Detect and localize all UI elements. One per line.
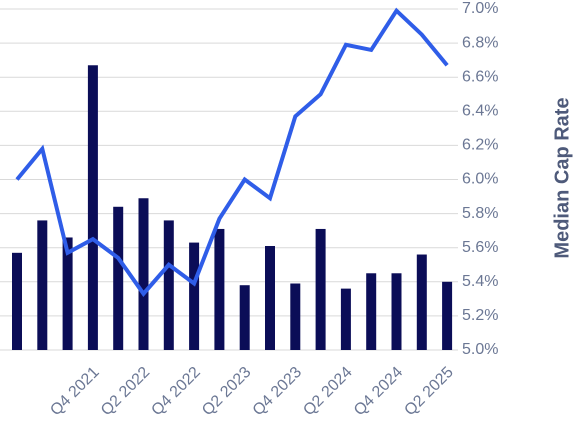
x-tick-label: Q2 2025: [401, 364, 457, 420]
bar: [12, 252, 22, 350]
y-tick-label: 6.8%: [462, 34, 498, 51]
bar: [214, 228, 225, 350]
bar: [37, 220, 48, 350]
bar: [391, 273, 402, 350]
y-tick-label: 5.6%: [462, 239, 498, 256]
bar: [290, 283, 301, 350]
bar: [62, 237, 73, 350]
bar: [87, 65, 98, 350]
y-tick-label: 5.8%: [462, 205, 498, 222]
bar: [189, 242, 200, 350]
x-tick-label: Q4 2022: [148, 364, 204, 420]
y-tick-label: 6.4%: [462, 103, 498, 120]
y-tick-label: 7.0%: [462, 0, 498, 17]
bar: [265, 245, 275, 350]
bar: [416, 254, 427, 350]
y-tick-label: 6.6%: [462, 68, 498, 85]
y-tick-label: 5.0%: [462, 341, 498, 358]
bar: [163, 220, 174, 350]
x-tick-label: Q4 2023: [250, 364, 306, 420]
bar: [315, 228, 326, 350]
x-tick-label: Q4 2024: [351, 364, 407, 420]
y-tick-label: 6.2%: [462, 137, 498, 154]
bar: [138, 198, 149, 350]
x-tick-label: Q2 2022: [98, 364, 154, 420]
y-tick-label: 5.4%: [462, 273, 498, 290]
bar: [442, 281, 453, 350]
bar: [113, 206, 124, 350]
y-tick-label: 5.2%: [462, 307, 498, 324]
line: [15, 7, 449, 297]
y-axis-label: Median Cap Rate: [551, 97, 573, 258]
bar: [340, 288, 351, 350]
x-tick-label: Q2 2023: [199, 364, 255, 420]
y-tick-label: 6.0%: [462, 171, 498, 188]
x-tick-label: Q2 2024: [300, 364, 356, 420]
x-tick-label: Q4 2021: [47, 364, 103, 420]
bar: [366, 273, 377, 350]
bar: [239, 285, 250, 350]
